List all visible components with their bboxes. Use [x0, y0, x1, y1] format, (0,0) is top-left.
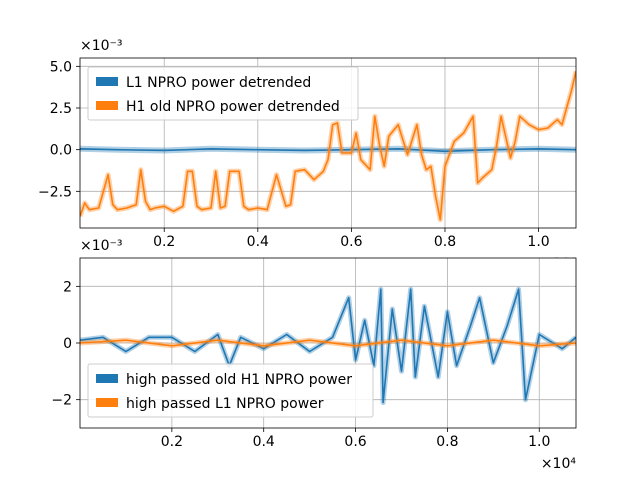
legend-swatch — [96, 77, 118, 86]
y-tick-label: 5.0 — [50, 59, 72, 75]
y-multiplier-label: ×10⁻³ — [80, 38, 123, 54]
bottom-panel: 0.2 0.4 0.6 0.8 1.0 −2 0 2 ×10⁻³ ×10⁴ high passed … — [51, 238, 577, 472]
x-tick-label: 0.8 — [434, 234, 456, 250]
series-group — [80, 286, 576, 405]
x-tick-label: 1.0 — [528, 434, 550, 450]
legend-label: high passed old H1 NPRO power — [126, 372, 352, 388]
y-tick-label: −2.5 — [38, 184, 72, 200]
series-group — [80, 70, 576, 223]
legend-label: L1 NPRO power detrended — [126, 75, 311, 91]
series-line-0 — [80, 288, 576, 404]
legend-box — [87, 363, 374, 418]
y-multiplier-label: ×10⁻³ — [80, 238, 123, 254]
x-tick-label: 0.4 — [247, 234, 269, 250]
x-tick-label: 1.0 — [527, 234, 549, 250]
legend-swatch — [96, 374, 118, 383]
legend: high passed old H1 NPRO power high passed… — [87, 363, 374, 418]
series-line-1 — [80, 339, 576, 347]
series-line-0 — [80, 148, 576, 153]
y-tick-label: 2.5 — [50, 101, 72, 117]
legend-swatch — [96, 101, 118, 110]
y-tick-label: −2 — [51, 393, 72, 409]
legend: L1 NPRO power detrended H1 old NPRO power… — [87, 66, 359, 121]
legend-label: H1 old NPRO power detrended — [126, 99, 340, 115]
top-panel: 0.20.40.60.81.0−2.50.02.55.0×10⁻³×10⁴L1 … — [38, 38, 577, 272]
legend-swatch — [96, 398, 118, 407]
x-tick-label: 0.8 — [436, 434, 458, 450]
x-tick-label: 0.6 — [344, 434, 366, 450]
x-tick-label: 0.6 — [340, 234, 362, 250]
axes-frame — [79, 57, 577, 229]
x-tick-label: 0.2 — [161, 434, 183, 450]
x-tick-label: 0.4 — [253, 434, 275, 450]
series-line-1 — [80, 71, 576, 221]
legend-label: high passed L1 NPRO power — [126, 396, 324, 412]
x-tick-label: 0.2 — [153, 234, 175, 250]
y-tick-label: 0.0 — [50, 143, 72, 159]
y-tick-label: 0 — [63, 336, 72, 352]
x-multiplier-label: ×10⁴ — [541, 456, 577, 472]
legend-box — [87, 66, 359, 121]
y-tick-label: 2 — [63, 279, 72, 295]
